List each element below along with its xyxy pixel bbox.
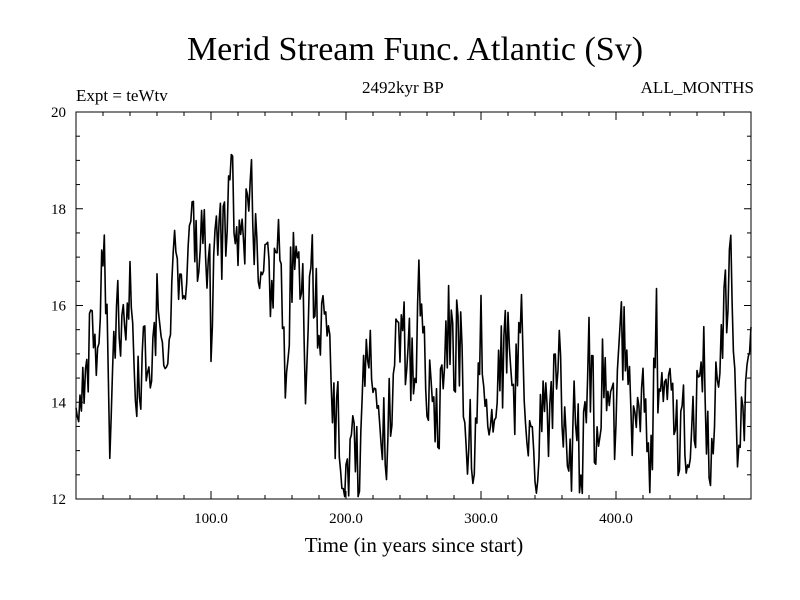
months-label: ALL_MONTHS (640, 78, 754, 97)
y-tick-label: 12 (51, 492, 66, 508)
y-tick-label: 16 (51, 299, 67, 315)
y-tick-label: 14 (51, 395, 67, 411)
x-tick-label: 100.0 (194, 511, 228, 527)
period-label: 2492kyr BP (362, 78, 444, 97)
chart-title: Merid Stream Func. Atlantic (Sv) (186, 31, 644, 68)
x-tick-label: 300.0 (464, 511, 498, 527)
series-line (75, 153, 752, 498)
experiment-label: Expt = teWtv (76, 86, 168, 105)
plot-frame (75, 111, 752, 500)
x-axis-title: Time (in years since start) (305, 533, 524, 557)
y-tick-label: 20 (51, 105, 66, 121)
x-tick-label: 400.0 (599, 511, 633, 527)
y-tick-label: 18 (51, 202, 66, 218)
x-tick-label: 200.0 (329, 511, 363, 527)
